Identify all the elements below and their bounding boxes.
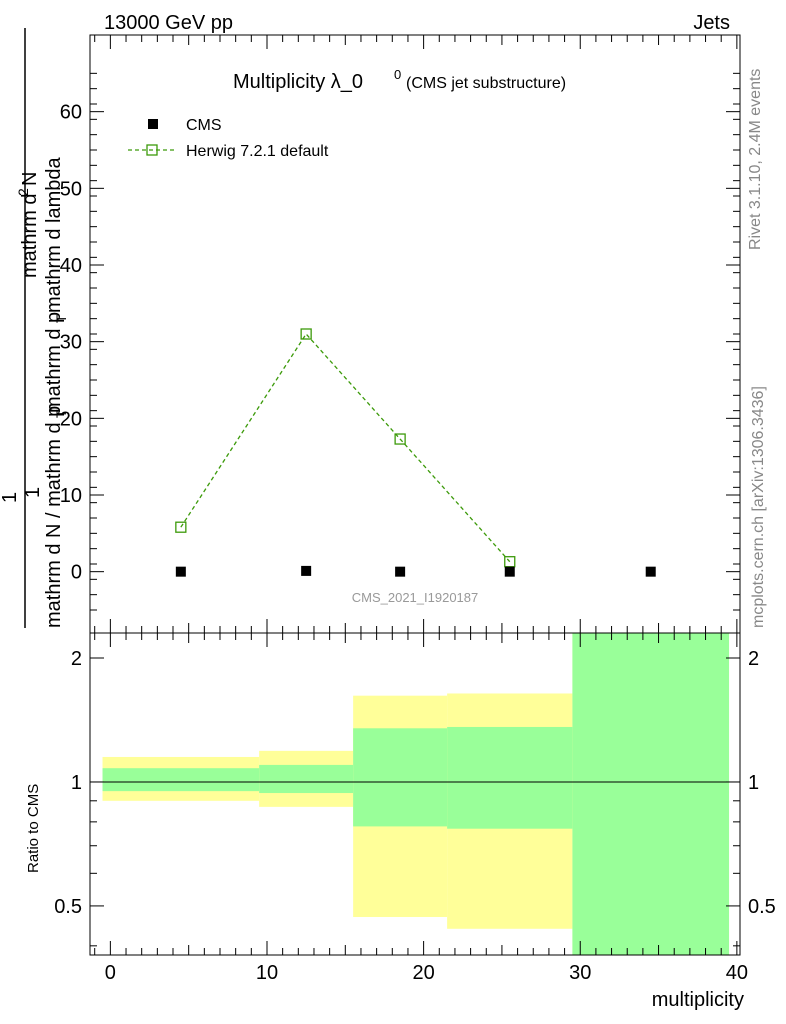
legend-herwig-marker [146, 144, 158, 156]
ratio-ytick-label-right-0: 0.5 [748, 896, 776, 918]
xtick-label-10: 10 [256, 962, 278, 984]
xtick-label-30: 30 [569, 962, 591, 984]
title-sub: (CMS jet substructure) [406, 75, 566, 92]
mcplots-label: mcplots.cern.ch [arXiv:1306.3436] [750, 386, 767, 628]
main-ytick-label-60: 60 [60, 102, 82, 124]
herwig-line [180, 332, 511, 563]
ratio-ytick-label-2: 2 [71, 648, 82, 670]
cms-point-4 [645, 566, 656, 577]
ratio-band-inner-3 [447, 726, 573, 829]
ratio-ylabel: Ratio to CMS [25, 784, 42, 873]
legend: CMS Herwig 7.2.1 default [128, 117, 329, 160]
herwig-point-2 [394, 433, 406, 445]
herwig-point-1 [300, 328, 312, 340]
ratio-band-inner-1 [259, 764, 354, 794]
title-main: Multiplicity λ_0 [233, 71, 363, 93]
main-ylabel-line3-sub: T [53, 314, 69, 323]
ratio-band-inner-2 [353, 728, 448, 827]
main-ylabel-line1: mathrm d N / mathrm d p [43, 406, 65, 628]
chart-title: Multiplicity λ_0 0 (CMS jet substructure… [233, 67, 566, 93]
title-sup: 0 [394, 67, 401, 82]
ratio-bands [90, 633, 740, 955]
main-ytick-label-30: 30 [60, 332, 82, 354]
cms-point-1 [301, 565, 312, 576]
header-right: Jets [693, 12, 730, 34]
main-ytick-label-10: 10 [60, 485, 82, 507]
x-axis-label: multiplicity [652, 989, 744, 1011]
main-ylabel-line3: mathrm d p [43, 312, 65, 413]
xtick-label-40: 40 [726, 962, 748, 984]
main-ylabel-N: N [19, 172, 41, 186]
main-ylabel-numerator: 1 [0, 492, 21, 503]
ratio-band-inner-0 [102, 768, 260, 792]
main-ylabel-sup: 2 [15, 188, 31, 196]
main-ytick-label-20: 20 [60, 408, 82, 430]
herwig-point-0 [175, 521, 187, 533]
header-left: 13000 GeV pp [104, 12, 233, 34]
main-ylabel: 1 1 [22, 28, 44, 628]
ratio-ytick-label-right-1: 1 [748, 772, 759, 794]
main-ytick-label-50: 50 [60, 178, 82, 200]
main-ylabel-line3-rest: mathrm d lambda [43, 157, 65, 313]
ratio-ytick-label-0: 0.5 [54, 896, 82, 918]
legend-herwig-label: Herwig 7.2.1 default [186, 143, 329, 160]
ratio-band-inner-4 [572, 633, 730, 955]
main-ylabel-line1-sub: T [53, 409, 69, 418]
ratio-ytick-label-right-2: 2 [748, 648, 759, 670]
xtick-label-20: 20 [412, 962, 434, 984]
main-marks [175, 328, 656, 577]
main-ylabel-one: 1 [22, 487, 44, 498]
cms-point-2 [395, 566, 406, 577]
cms-point-3 [504, 566, 515, 577]
rivet-label: Rivet 3.1.10, 2.4M events [747, 69, 764, 250]
legend-cms-marker [148, 119, 158, 129]
ratio-frame [89, 632, 741, 956]
ratio-ytick-label-1: 1 [71, 772, 82, 794]
main-ytick-label-40: 40 [60, 255, 82, 277]
legend-cms-label: CMS [186, 117, 222, 134]
xtick-label-0: 0 [105, 962, 116, 984]
cms-point-0 [175, 566, 186, 577]
main-ylabel-line2: mathrm d [19, 194, 41, 278]
main-ytick-label-0: 0 [71, 562, 82, 584]
watermark: CMS_2021_I1920187 [352, 590, 479, 605]
